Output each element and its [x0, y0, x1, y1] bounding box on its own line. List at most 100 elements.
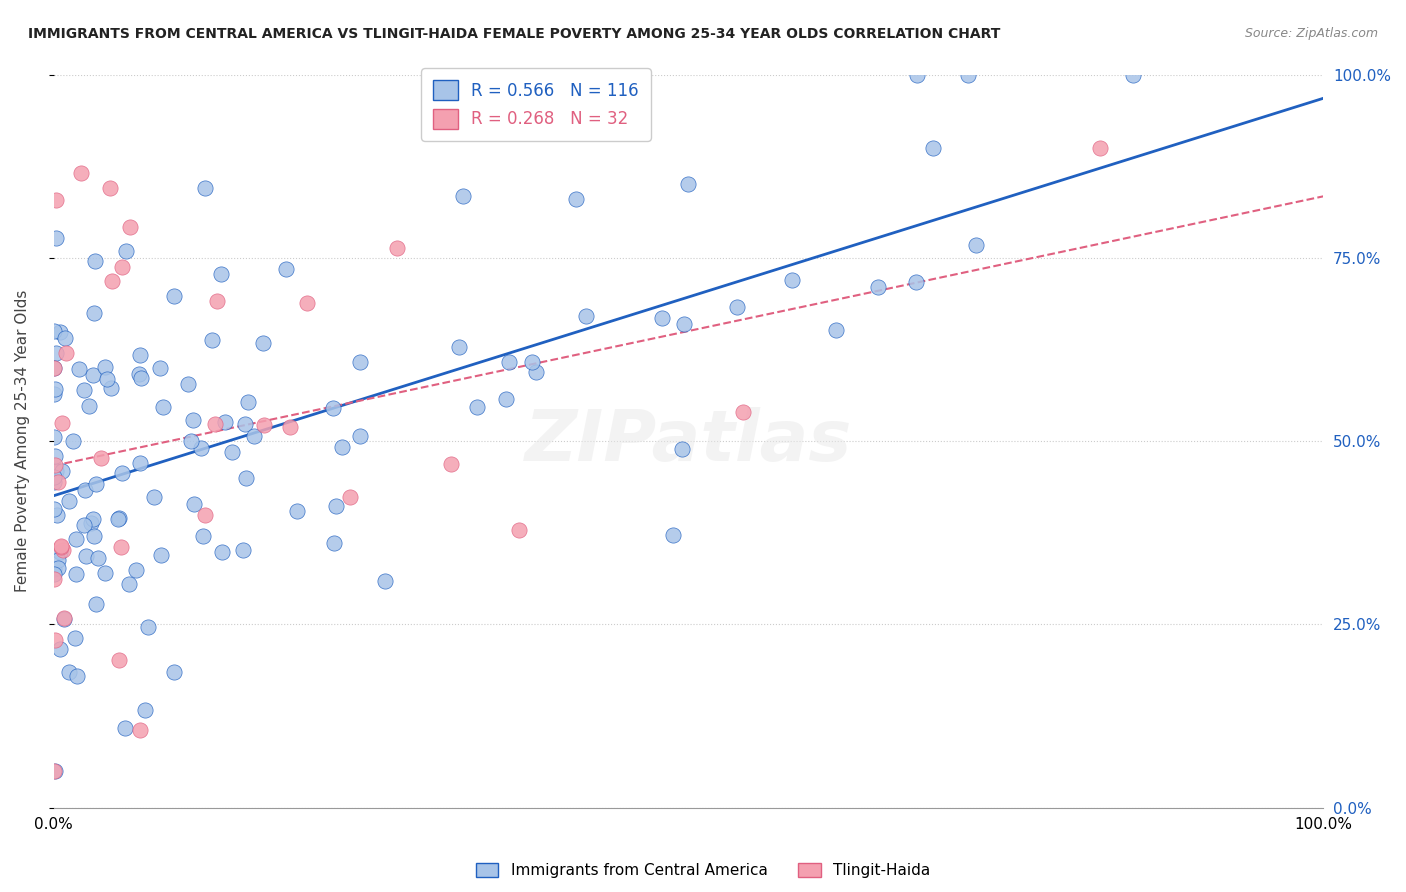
Point: [80, 516, 103, 530]
Point: [349, 429, 371, 443]
Point: [48, 325, 70, 339]
Point: [252, 335, 274, 350]
Point: [204, 417, 226, 431]
Point: [214, 415, 236, 429]
Point: [75, 483, 97, 498]
Point: [152, 401, 174, 415]
Point: [42, 572, 65, 586]
Point: [385, 241, 408, 255]
Y-axis label: Female Poverty Among 25-34 Year Olds: Female Poverty Among 25-34 Year Olds: [15, 290, 30, 592]
Point: [201, 333, 224, 347]
Point: [508, 523, 530, 537]
Point: [190, 442, 212, 456]
Point: [44, 501, 66, 516]
Point: [44, 386, 66, 401]
Point: [51, 464, 73, 478]
Point: [651, 311, 673, 326]
Point: [66, 669, 89, 683]
Point: [42, 562, 65, 576]
Point: [118, 577, 141, 591]
Point: [73, 383, 96, 397]
Point: [84, 597, 107, 611]
Point: [70, 166, 93, 180]
Point: [42, 764, 65, 778]
Point: [46, 552, 69, 566]
Point: [180, 434, 202, 448]
Point: [107, 653, 129, 667]
Point: [42, 324, 65, 338]
Point: [108, 510, 131, 524]
Point: [520, 355, 543, 369]
Point: [662, 528, 685, 542]
Point: [143, 490, 166, 504]
Point: [868, 279, 890, 293]
Point: [44, 632, 66, 647]
Point: [82, 368, 104, 382]
Point: [904, 275, 927, 289]
Point: [193, 508, 215, 522]
Point: [82, 512, 104, 526]
Point: [65, 532, 87, 546]
Point: [965, 238, 987, 252]
Point: [79, 400, 101, 414]
Point: [339, 490, 361, 504]
Point: [1088, 141, 1111, 155]
Point: [451, 189, 474, 203]
Point: [183, 412, 205, 426]
Point: [115, 244, 138, 258]
Point: [495, 392, 517, 406]
Point: [440, 457, 463, 471]
Point: [905, 68, 928, 82]
Point: [45, 193, 67, 207]
Point: [118, 219, 141, 234]
Point: [44, 382, 66, 396]
Point: [921, 141, 943, 155]
Text: IMMIGRANTS FROM CENTRAL AMERICA VS TLINGIT-HAIDA FEMALE POVERTY AMONG 25-34 YEAR: IMMIGRANTS FROM CENTRAL AMERICA VS TLING…: [28, 27, 1001, 41]
Point: [349, 355, 371, 369]
Point: [42, 360, 65, 375]
Point: [45, 508, 67, 522]
Point: [780, 273, 803, 287]
Point: [183, 497, 205, 511]
Point: [253, 418, 276, 433]
Point: [733, 405, 755, 419]
Point: [96, 372, 118, 386]
Point: [242, 428, 264, 442]
Point: [672, 317, 695, 331]
Point: [90, 451, 112, 466]
Point: [100, 381, 122, 395]
Point: [52, 612, 75, 626]
Point: [193, 529, 215, 543]
Point: [449, 340, 471, 354]
Point: [575, 310, 598, 324]
Point: [49, 545, 72, 559]
Point: [194, 181, 217, 195]
Point: [44, 764, 66, 778]
Point: [205, 294, 228, 309]
Point: [75, 549, 97, 563]
Point: [163, 289, 186, 303]
Point: [149, 361, 172, 376]
Point: [332, 440, 354, 454]
Point: [55, 346, 77, 360]
Point: [65, 631, 87, 645]
Point: [55, 330, 77, 344]
Point: [235, 471, 257, 485]
Point: [83, 529, 105, 543]
Point: [58, 494, 80, 508]
Point: [177, 376, 200, 391]
Point: [322, 401, 344, 415]
Point: [42, 469, 65, 483]
Point: [45, 231, 67, 245]
Point: [46, 475, 69, 490]
Point: [42, 430, 65, 444]
Point: [58, 665, 80, 679]
Point: [93, 566, 115, 580]
Point: [565, 192, 588, 206]
Point: [209, 267, 232, 281]
Point: [825, 323, 848, 337]
Point: [46, 561, 69, 575]
Point: [44, 458, 66, 473]
Point: [52, 542, 75, 557]
Point: [62, 434, 84, 448]
